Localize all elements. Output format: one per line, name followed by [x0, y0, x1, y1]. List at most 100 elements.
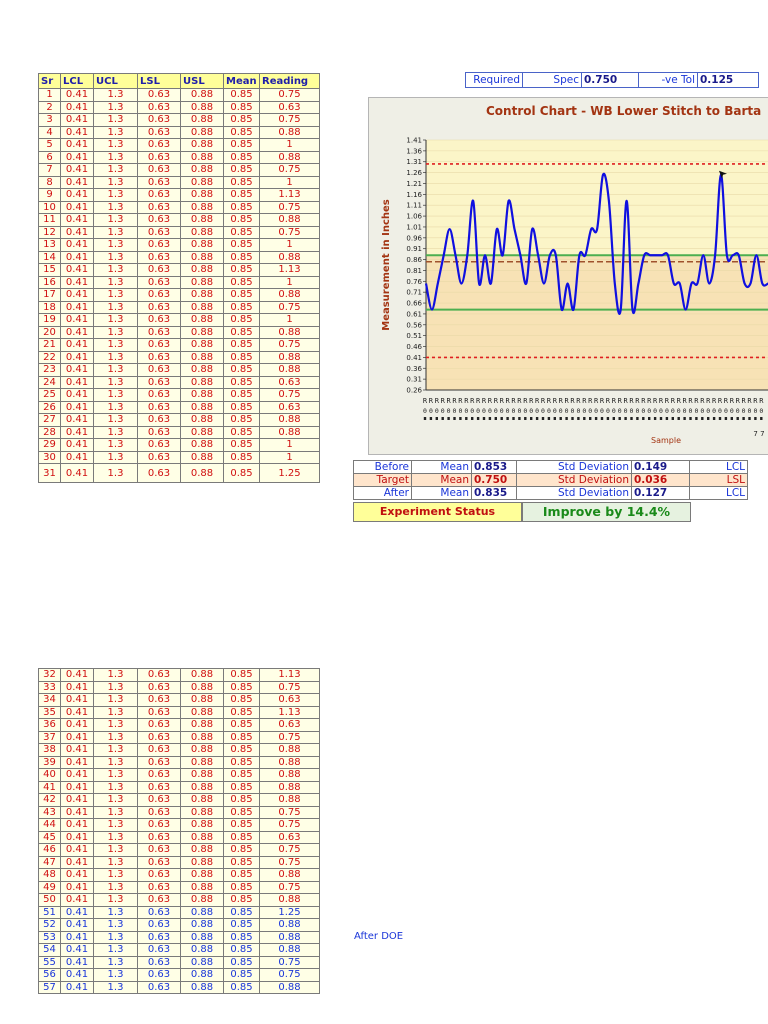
- table-cell-sr[interactable]: 6: [38, 150, 61, 164]
- table-cell-sr[interactable]: 36: [38, 718, 61, 732]
- table-cell-sr[interactable]: 37: [38, 730, 61, 744]
- table-cell-ucl[interactable]: 1.3: [93, 968, 138, 982]
- table-cell-lcl[interactable]: 0.41: [60, 325, 94, 339]
- table-cell-reading[interactable]: 0.75: [259, 968, 320, 982]
- table-cell-reading[interactable]: 0.88: [259, 213, 320, 227]
- table-cell-ucl[interactable]: 1.3: [93, 438, 138, 452]
- table-cell-ucl[interactable]: 1.3: [93, 363, 138, 377]
- table-cell-mean[interactable]: 0.85: [223, 388, 260, 402]
- table-cell-lcl[interactable]: 0.41: [60, 213, 94, 227]
- table-cell-mean[interactable]: 0.85: [223, 680, 260, 694]
- table-cell-ucl[interactable]: 1.3: [93, 718, 138, 732]
- table-cell-lcl[interactable]: 0.41: [60, 843, 94, 857]
- table-cell-usl[interactable]: 0.88: [180, 668, 224, 682]
- table-cell-sr[interactable]: 11: [38, 213, 61, 227]
- table-cell-reading[interactable]: 0.75: [259, 880, 320, 894]
- table-cell-sr[interactable]: 35: [38, 705, 61, 719]
- table-cell-ucl[interactable]: 1.3: [93, 100, 138, 114]
- table-cell-reading[interactable]: 0.63: [259, 400, 320, 414]
- table-cell-reading[interactable]: 0.88: [259, 893, 320, 907]
- table-cell-sr[interactable]: 55: [38, 955, 61, 969]
- table-cell-lcl[interactable]: 0.41: [60, 288, 94, 302]
- table-cell-mean[interactable]: 0.85: [223, 930, 260, 944]
- table-cell-reading[interactable]: 1: [259, 175, 320, 189]
- table-cell-lsl[interactable]: 0.63: [137, 463, 181, 483]
- table-cell-usl[interactable]: 0.88: [180, 793, 224, 807]
- table-cell-usl[interactable]: 0.88: [180, 438, 224, 452]
- table-cell-usl[interactable]: 0.88: [180, 450, 224, 464]
- table-cell-ucl[interactable]: 1.3: [93, 943, 138, 957]
- table-cell-lsl[interactable]: 0.63: [137, 668, 181, 682]
- table-cell-lsl[interactable]: 0.63: [137, 88, 181, 102]
- table-cell-lcl[interactable]: 0.41: [60, 893, 94, 907]
- table-cell-lsl[interactable]: 0.63: [137, 830, 181, 844]
- table-cell-lsl[interactable]: 0.63: [137, 755, 181, 769]
- table-cell-usl[interactable]: 0.88: [180, 955, 224, 969]
- table-cell-reading[interactable]: 0.88: [259, 980, 320, 994]
- table-cell-usl[interactable]: 0.88: [180, 780, 224, 794]
- table-cell-reading[interactable]: 0.75: [259, 225, 320, 239]
- table-cell-ucl[interactable]: 1.3: [93, 288, 138, 302]
- table-cell-sr[interactable]: 33: [38, 680, 61, 694]
- table-cell-sr[interactable]: 45: [38, 830, 61, 844]
- table-cell-usl[interactable]: 0.88: [180, 175, 224, 189]
- tol-label[interactable]: -ve Tol: [638, 72, 698, 88]
- table-cell-lsl[interactable]: 0.63: [137, 968, 181, 982]
- table-cell-sr[interactable]: 2: [38, 100, 61, 114]
- table-cell-lcl[interactable]: 0.41: [60, 463, 94, 483]
- table-cell-mean[interactable]: 0.85: [223, 980, 260, 994]
- table-cell-lsl[interactable]: 0.63: [137, 780, 181, 794]
- table-cell-ucl[interactable]: 1.3: [93, 325, 138, 339]
- table-cell-mean[interactable]: 0.85: [223, 843, 260, 857]
- table-cell-lsl[interactable]: 0.63: [137, 313, 181, 327]
- table-cell-ucl[interactable]: 1.3: [93, 980, 138, 994]
- table-cell-lcl[interactable]: 0.41: [60, 188, 94, 202]
- table-cell-lsl[interactable]: 0.63: [137, 450, 181, 464]
- table-cell-usl[interactable]: 0.88: [180, 805, 224, 819]
- table-cell-lcl[interactable]: 0.41: [60, 425, 94, 439]
- table-cell-usl[interactable]: 0.88: [180, 163, 224, 177]
- table-cell-usl[interactable]: 0.88: [180, 730, 224, 744]
- table-cell-lsl[interactable]: 0.63: [137, 955, 181, 969]
- table-cell-ucl[interactable]: 1.3: [93, 855, 138, 869]
- table-cell-mean[interactable]: 0.85: [223, 868, 260, 882]
- table-cell-usl[interactable]: 0.88: [180, 125, 224, 139]
- table-cell-lsl[interactable]: 0.63: [137, 843, 181, 857]
- table-cell-lsl[interactable]: 0.63: [137, 138, 181, 152]
- table-cell-lsl[interactable]: 0.63: [137, 893, 181, 907]
- table-cell-lcl[interactable]: 0.41: [60, 668, 94, 682]
- table-cell-reading[interactable]: 0.88: [259, 868, 320, 882]
- table-cell-lsl[interactable]: 0.63: [137, 363, 181, 377]
- table-cell-lsl[interactable]: 0.63: [137, 350, 181, 364]
- table-cell-ucl[interactable]: 1.3: [93, 313, 138, 327]
- table-cell-ucl[interactable]: 1.3: [93, 805, 138, 819]
- table-cell-mean[interactable]: 0.85: [223, 855, 260, 869]
- table-cell-sr[interactable]: 40: [38, 768, 61, 782]
- table-cell-mean[interactable]: 0.85: [223, 463, 260, 483]
- table-cell-reading[interactable]: 1.13: [259, 263, 320, 277]
- table-cell-sr[interactable]: 26: [38, 400, 61, 414]
- table-cell-sr[interactable]: 4: [38, 125, 61, 139]
- table-cell-reading[interactable]: 1: [259, 238, 320, 252]
- table-cell-ucl[interactable]: 1.3: [93, 175, 138, 189]
- table-cell-sr[interactable]: 38: [38, 743, 61, 757]
- table-cell-lcl[interactable]: 0.41: [60, 413, 94, 427]
- target-label[interactable]: Target: [353, 473, 412, 487]
- table-cell-mean[interactable]: 0.85: [223, 668, 260, 682]
- table-cell-mean[interactable]: 0.85: [223, 163, 260, 177]
- table-cell-sr[interactable]: 22: [38, 350, 61, 364]
- table-cell-ucl[interactable]: 1.3: [93, 375, 138, 389]
- table-cell-reading[interactable]: 0.88: [259, 768, 320, 782]
- table-cell-lsl[interactable]: 0.63: [137, 793, 181, 807]
- table-cell-lsl[interactable]: 0.63: [137, 880, 181, 894]
- table-cell-mean[interactable]: 0.85: [223, 918, 260, 932]
- table-cell-sr[interactable]: 31: [38, 463, 61, 483]
- table-cell-sr[interactable]: 13: [38, 238, 61, 252]
- table-cell-usl[interactable]: 0.88: [180, 893, 224, 907]
- table-cell-lcl[interactable]: 0.41: [60, 138, 94, 152]
- table-cell-lsl[interactable]: 0.63: [137, 225, 181, 239]
- after-mean-value[interactable]: 0.835: [471, 486, 517, 500]
- table-cell-lcl[interactable]: 0.41: [60, 250, 94, 264]
- table-cell-usl[interactable]: 0.88: [180, 150, 224, 164]
- table-cell-lcl[interactable]: 0.41: [60, 918, 94, 932]
